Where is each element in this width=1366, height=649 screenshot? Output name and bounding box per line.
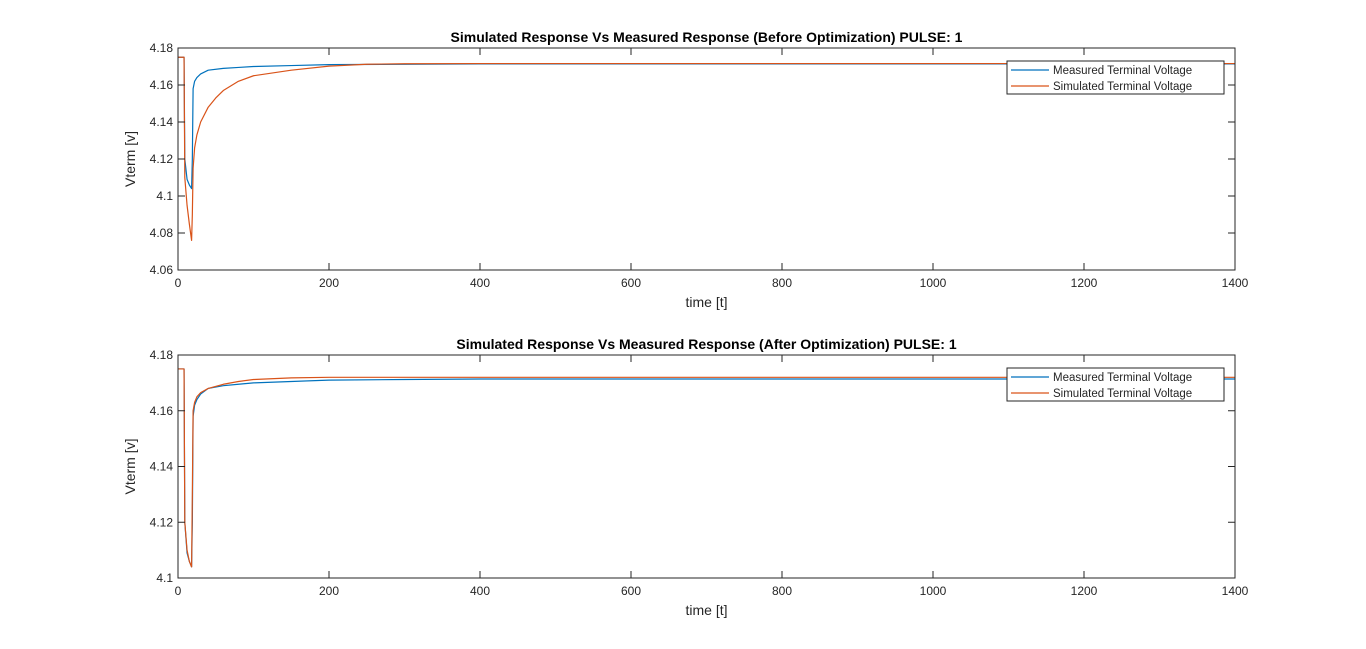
y-tick-label: 4.1 bbox=[156, 571, 173, 585]
x-tick-label: 1000 bbox=[920, 276, 947, 290]
y-tick-label: 4.14 bbox=[150, 460, 174, 474]
series-line-simulated bbox=[178, 368, 1235, 568]
legend-entry: Measured Terminal Voltage bbox=[1053, 372, 1192, 384]
y-tick-label: 4.18 bbox=[150, 41, 174, 55]
x-tick-label: 0 bbox=[175, 276, 182, 290]
y-tick-label: 4.18 bbox=[150, 348, 174, 362]
x-tick-label: 200 bbox=[319, 276, 339, 290]
x-axis-label: time [t] bbox=[685, 602, 727, 618]
legend-entry: Simulated Terminal Voltage bbox=[1053, 81, 1192, 93]
legend: Measured Terminal Voltage Simulated Termi… bbox=[1006, 367, 1225, 402]
x-tick-label: 1400 bbox=[1222, 276, 1249, 290]
x-tick-label: 600 bbox=[621, 584, 641, 598]
legend-box bbox=[1006, 367, 1225, 402]
legend: Measured Terminal Voltage Simulated Termi… bbox=[1006, 60, 1225, 95]
legend-entry: Measured Terminal Voltage bbox=[1053, 65, 1192, 77]
y-tick-label: 4.06 bbox=[150, 263, 174, 277]
x-tick-label: 800 bbox=[772, 276, 792, 290]
x-tick-label: 800 bbox=[772, 584, 792, 598]
y-tick-label: 4.16 bbox=[150, 78, 174, 92]
y-tick-label: 4.12 bbox=[150, 152, 174, 166]
y-tick-label: 4.16 bbox=[150, 404, 174, 418]
x-tick-label: 600 bbox=[621, 276, 641, 290]
x-tick-label: 1200 bbox=[1071, 584, 1098, 598]
chart-title: Simulated Response Vs Measured Response … bbox=[456, 336, 956, 352]
chart-1: 0 200 400 600 800 1000 1200 1400 4.06 4.08 4.1 4.12… bbox=[122, 29, 1249, 310]
x-tick-label: 1400 bbox=[1222, 584, 1249, 598]
chart-title: Simulated Response Vs Measured Response … bbox=[451, 29, 963, 45]
x-tick-label: 400 bbox=[470, 584, 490, 598]
legend-entry: Simulated Terminal Voltage bbox=[1053, 388, 1192, 400]
y-tick-label: 4.1 bbox=[156, 189, 173, 203]
y-tick-label: 4.12 bbox=[150, 515, 174, 529]
x-axis-label: time [t] bbox=[685, 294, 727, 310]
x-tick-label: 1200 bbox=[1071, 276, 1098, 290]
series-group bbox=[178, 368, 1235, 568]
x-tick-label: 400 bbox=[470, 276, 490, 290]
y-tick-label: 4.14 bbox=[150, 115, 174, 129]
chart-2: 0 200 400 600 800 1000 1200 1400 4.1 4.12 4.14 4.16… bbox=[122, 336, 1249, 618]
series-line-simulated bbox=[178, 56, 1235, 241]
y-axis-label: Vterm [v] bbox=[122, 438, 138, 494]
x-tick-label: 0 bbox=[175, 584, 182, 598]
x-tick-label: 1000 bbox=[920, 584, 947, 598]
legend-box bbox=[1006, 60, 1225, 95]
y-axis-label: Vterm [v] bbox=[122, 131, 138, 187]
x-tick-label: 200 bbox=[319, 584, 339, 598]
series-group bbox=[178, 56, 1235, 241]
y-tick-label: 4.08 bbox=[150, 226, 174, 240]
